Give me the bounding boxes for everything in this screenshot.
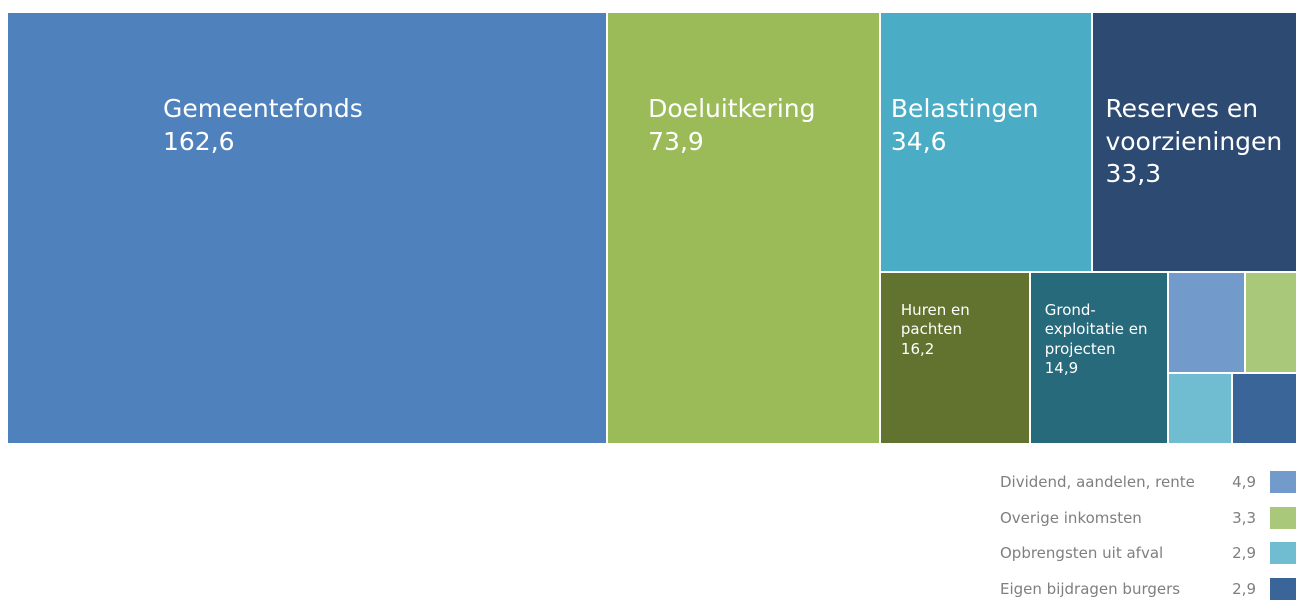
- cell-label: Reserves en voorzieningen 33,3: [1105, 93, 1294, 191]
- treemap-cell: Gemeentefonds 162,6: [8, 13, 607, 443]
- legend-value: 2,9: [1232, 580, 1256, 599]
- legend-label: Overige inkomsten: [1000, 508, 1142, 527]
- cell-label: Belastingen 34,6: [891, 93, 1039, 158]
- treemap-cell: [1168, 373, 1232, 443]
- legend-value: 4,9: [1232, 473, 1256, 491]
- cell-value: 33,3: [1105, 159, 1162, 188]
- treemap-cell: Grond-exploitatie en projecten 14,9: [1030, 272, 1167, 443]
- legend-swatch: [1270, 542, 1296, 565]
- cell-label: Grond-exploitatie en projecten 14,9: [1045, 301, 1150, 379]
- treemap-cell: Doeluitkering 73,9: [608, 13, 879, 443]
- treemap-cell: [1168, 272, 1244, 372]
- legend-value: 2,9: [1232, 544, 1256, 563]
- treemap-cell: Belastingen 34,6: [880, 13, 1092, 271]
- legend-label: Opbrengsten uit afval: [1000, 544, 1164, 563]
- cell-name: Reserves en voorzieningen: [1105, 94, 1283, 156]
- legend-label: Eigen bijdragen burgers: [1000, 580, 1181, 599]
- cell-value: 162,6: [163, 126, 235, 156]
- cell-label: Gemeentefonds 162,6: [163, 93, 363, 158]
- cell-name: Grond-exploitatie en projecten: [1044, 300, 1148, 358]
- cell-value: 73,9: [648, 126, 704, 156]
- cell-name: Gemeentefonds: [163, 94, 363, 123]
- legend-swatch: [1270, 471, 1296, 493]
- treemap-cell: [1233, 373, 1296, 443]
- cell-value: 14,9: [1044, 359, 1079, 378]
- treemap-cell: Reserves en voorzieningen 33,3: [1093, 13, 1296, 271]
- cell-value: 16,2: [900, 339, 935, 358]
- cell-value: 34,6: [890, 126, 947, 156]
- cell-name: Huren en pachten: [900, 300, 970, 339]
- cell-label: Huren en pachten 16,2: [901, 301, 1011, 360]
- legend-swatch: [1270, 506, 1296, 529]
- cell-label: Doeluitkering 73,9: [648, 93, 815, 158]
- legend-swatch: [1270, 578, 1296, 601]
- cell-name: Belastingen: [890, 94, 1039, 123]
- legend-value: 3,3: [1232, 508, 1256, 527]
- legend-label: Dividend, aandelen, rente: [1000, 473, 1195, 491]
- treemap-cell: Huren en pachten 16,2: [880, 272, 1029, 443]
- cell-name: Doeluitkering: [648, 94, 816, 123]
- treemap-cell: [1245, 272, 1296, 372]
